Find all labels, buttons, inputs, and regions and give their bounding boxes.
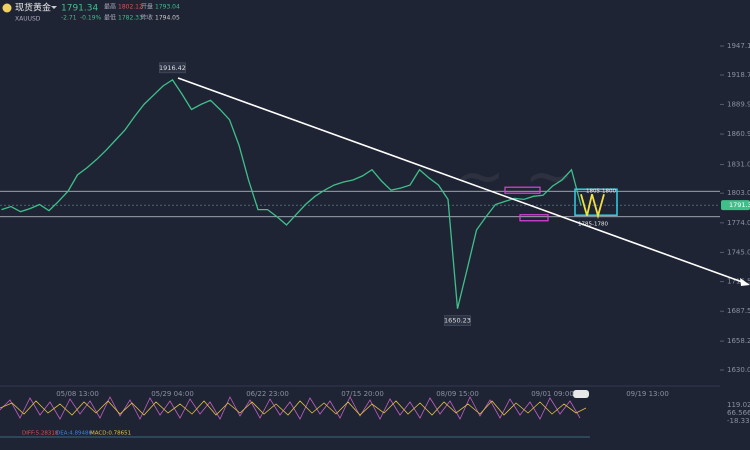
target-box: [574, 188, 618, 216]
badge[interactable]: [573, 390, 589, 398]
macd-label: MACD:0.78651: [90, 431, 131, 437]
price-line: [1, 78, 582, 309]
y-tick-label: 1716.54: [727, 278, 750, 286]
stat-label: 最低: [104, 14, 116, 22]
y-tick-label: 1630.01: [727, 366, 750, 374]
y-tick-label: 1889.93: [727, 100, 750, 108]
macd-label: DEA:4.89486: [56, 431, 92, 437]
x-tick-label: 06/22 23:00: [246, 390, 289, 398]
y-tick-label: 1831.09: [727, 161, 750, 169]
x-tick-label: 08/09 15:00: [436, 390, 479, 398]
stat-value: 1793.04: [155, 4, 180, 11]
x-tick-label: 05/08 13:00: [56, 390, 99, 398]
stat-value: 1802.12: [118, 4, 143, 11]
y-tick-label: 1947.13: [727, 42, 750, 50]
macd-scale: -18.3395: [727, 417, 750, 425]
x-tick-label: 09/01 09:00: [531, 390, 574, 398]
zone-box: [504, 186, 541, 194]
w-pattern: [580, 193, 605, 220]
stat-label: 昨收: [141, 14, 153, 22]
arrow-head: [740, 278, 750, 286]
y-tick-label: 1803.06: [727, 189, 750, 197]
annotation: 1916.42: [159, 64, 186, 72]
price-tag-label: 1791.34: [729, 201, 750, 209]
macd-scale: 66.5661: [727, 409, 750, 417]
title[interactable]: 现货黄金: [15, 2, 51, 14]
y-tick-label: 1918.75: [727, 71, 750, 79]
trend-line: [177, 77, 746, 284]
x-tick-label: 09/19 13:00: [626, 390, 669, 398]
oscillator-signal: [0, 400, 587, 416]
stat-value: 1794.05: [155, 15, 180, 22]
x-tick-label: 05/29 04:00: [151, 390, 194, 398]
symbol: XAUUSD: [15, 16, 41, 23]
stat-value: 1782.33: [118, 15, 143, 22]
change-pct: -0.19%: [80, 15, 102, 22]
x-tick-label: 07/15 20:00: [341, 390, 384, 398]
zone-box: [519, 214, 549, 222]
y-tick-label: 1774.07: [727, 219, 750, 227]
stat-label: 最高: [104, 3, 116, 11]
annotation: 1650.23: [444, 317, 471, 325]
y-tick-label: 1745.09: [727, 248, 750, 256]
annotation-box: [159, 62, 186, 74]
annotation: 1805-1800: [586, 189, 616, 195]
annotation: 1785-1780: [578, 221, 608, 227]
oscillator: [0, 396, 581, 420]
dropdown[interactable]: [51, 6, 57, 9]
y-tick-label: 1687.53: [727, 307, 750, 315]
stat-label: 开盘: [141, 3, 153, 11]
watermark: ~ ~: [455, 142, 575, 212]
change: -2.71: [61, 15, 77, 22]
annotation-box: [444, 315, 471, 326]
price: 1791.34: [61, 4, 98, 14]
macd-label: DIFF:5.28318: [22, 431, 59, 437]
gold-icon: [2, 3, 12, 13]
price-tag: [721, 200, 750, 211]
y-tick-label: 1658.27: [727, 337, 750, 345]
y-tick-label: 1860.95: [727, 130, 750, 138]
macd-scale: 119.023: [727, 401, 750, 409]
